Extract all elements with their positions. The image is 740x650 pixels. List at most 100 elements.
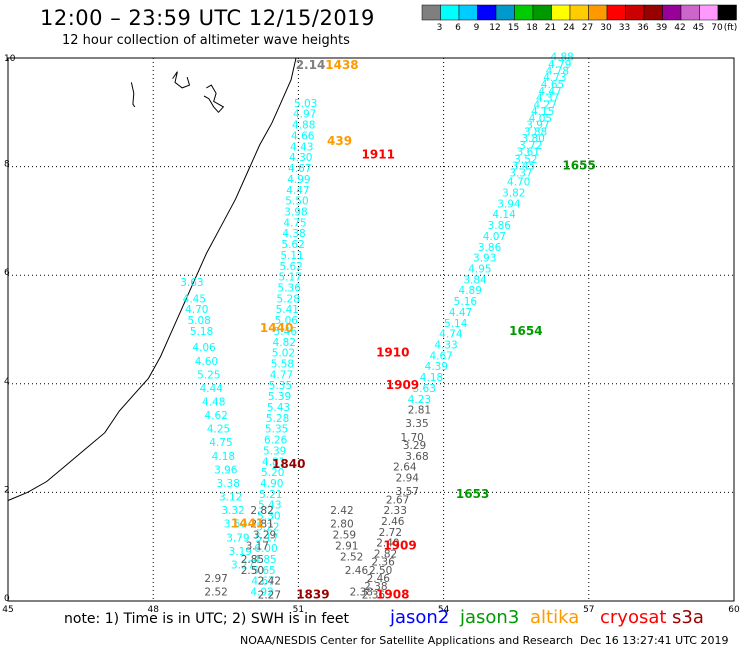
swh-value-gray: 2.81 xyxy=(250,519,273,531)
swh-value-gray: 2.38 xyxy=(350,587,373,599)
scale-swatch xyxy=(458,4,478,21)
swh-value: 3.45 xyxy=(512,160,535,172)
scale-swatch xyxy=(440,4,460,21)
swh-value: 4.27 xyxy=(534,99,557,111)
swh-value: 5.41 xyxy=(276,304,299,316)
y-tick-label: 10 xyxy=(4,54,16,64)
swh-value: 5.17 xyxy=(278,272,301,284)
swh-value: 6.26 xyxy=(264,435,288,447)
scale-label: 27 xyxy=(582,23,593,33)
swh-value: 4.75 xyxy=(209,437,232,449)
pass-time-label: 1908 xyxy=(376,587,409,601)
swh-value: 4.73 xyxy=(543,72,566,84)
scale-swatch xyxy=(699,4,719,21)
swh-value: 5.02 xyxy=(272,348,295,360)
swh-value: 3.19 xyxy=(229,546,252,558)
swh-value: 4.81 xyxy=(262,456,285,468)
swh-value: 4.15 xyxy=(531,106,554,118)
scale-label: 42 xyxy=(674,23,685,33)
x-tick-label: 48 xyxy=(147,605,159,615)
satellite-altika: altika xyxy=(530,607,580,628)
swh-value: 3.50 xyxy=(224,519,247,531)
swh-value: 4.88 xyxy=(292,120,315,132)
swh-value: 5.35 xyxy=(265,424,288,436)
scale-swatch xyxy=(643,4,663,21)
y-tick-label: 8 xyxy=(4,160,10,170)
swh-value-gray: 2.52 xyxy=(204,587,227,599)
island-outline xyxy=(130,82,136,108)
swh-value: 5.62 xyxy=(279,261,302,273)
swh-value: 4.82 xyxy=(273,337,296,349)
swh-value-gray: 3.35 xyxy=(405,418,428,430)
swh-value-gray: 2.94 xyxy=(396,473,420,485)
swh-value: 3.63 xyxy=(413,383,436,395)
swh-value: 4.60 xyxy=(195,356,218,368)
swh-value: 3.88 xyxy=(524,127,547,139)
swh-value: 4.38 xyxy=(282,228,305,240)
swh-value-gray: 2.46 xyxy=(367,573,391,585)
pass-time-label: 1840 xyxy=(272,457,305,471)
color-scale-legend: 3 6 9 12 15 18 21 24 27 30 33 36 39 42 45 70 (ft) xyxy=(421,4,737,33)
swh-value-gray: 2.46 xyxy=(381,516,405,528)
pass-time-label: 2.14 xyxy=(296,58,326,72)
swh-value: 4.47 xyxy=(449,307,472,319)
x-tick-label: 54 xyxy=(438,605,450,615)
swh-value: 5.39 xyxy=(268,391,291,403)
swh-value: 4.62 xyxy=(204,410,227,422)
swh-value: 3.52 xyxy=(514,154,537,166)
scale-swatch xyxy=(551,4,571,21)
swh-value-gray: 2.82 xyxy=(250,505,273,517)
swh-value: 5.43 xyxy=(267,402,290,414)
swh-value: 5.20 xyxy=(261,467,284,479)
swh-value-gray: 2.50 xyxy=(241,565,264,577)
swh-value: 5.35 xyxy=(269,380,292,392)
swh-value-gray: 2.91 xyxy=(335,540,358,552)
swh-value: 3.80 xyxy=(521,133,544,145)
scale-swatch xyxy=(625,4,645,21)
swh-value: 5.06 xyxy=(275,315,299,327)
swh-value: 3.61 xyxy=(517,147,540,159)
scale-label: 24 xyxy=(563,23,575,33)
swh-value: 3.82 xyxy=(502,187,525,199)
swh-value: 4.70 xyxy=(185,304,208,316)
swh-value-gray: 2.97 xyxy=(204,573,227,585)
swh-value-gray: 2.72 xyxy=(379,527,402,539)
scale-swatch xyxy=(569,4,589,21)
swh-value: 3.27 xyxy=(231,559,254,571)
swh-value: 4.66 xyxy=(291,130,315,142)
chart-subtitle: 12 hour collection of altimeter wave hei… xyxy=(62,33,350,48)
satellite-jason3: jason3 xyxy=(460,607,520,628)
scale-swatch xyxy=(495,4,515,21)
satellite-s3a: s3a xyxy=(672,607,704,628)
pass-time-label: 439 xyxy=(327,134,352,148)
swh-value-gray: 2.38 xyxy=(364,581,387,593)
swh-value-gray: 3.29 xyxy=(403,440,426,452)
pass-time-label: 1839 xyxy=(296,587,329,601)
scale-label: 15 xyxy=(508,23,519,33)
swh-value: 3.98 xyxy=(284,206,307,218)
swh-value: 3.96 xyxy=(214,464,238,476)
swh-value: 4.47 xyxy=(286,185,309,197)
swh-value: 3.32 xyxy=(221,505,244,517)
pass-time-label: 1911 xyxy=(362,147,395,161)
satellite-cryosat: cryosat xyxy=(600,607,667,628)
axis-tick-labels: 45 48 51 54 57 60 0 2 4 6 8 10 xyxy=(2,54,740,615)
swh-value-gray: 2.33 xyxy=(384,505,407,517)
swh-value: 5.30 xyxy=(257,511,280,523)
swh-value: 4.67 xyxy=(429,350,452,362)
swh-value: 4.06 xyxy=(192,342,216,354)
scale-label: 3 xyxy=(437,23,443,33)
scale-swatch xyxy=(588,4,608,21)
swh-value-gray: 2.80 xyxy=(330,519,353,531)
scale-label: 33 xyxy=(619,23,630,33)
swh-value: 3.84 xyxy=(463,274,487,286)
swh-value: 5.03 xyxy=(294,98,317,110)
swh-value: 4.75 xyxy=(283,217,306,229)
scale-swatch xyxy=(606,4,626,21)
swh-value: 4.05 xyxy=(529,113,552,125)
scale-swatch xyxy=(680,4,700,21)
y-tick-label: 6 xyxy=(4,268,10,278)
scale-label: 6 xyxy=(455,23,461,33)
y-tick-label: 2 xyxy=(4,485,10,495)
swh-value: 4.65 xyxy=(541,79,564,91)
